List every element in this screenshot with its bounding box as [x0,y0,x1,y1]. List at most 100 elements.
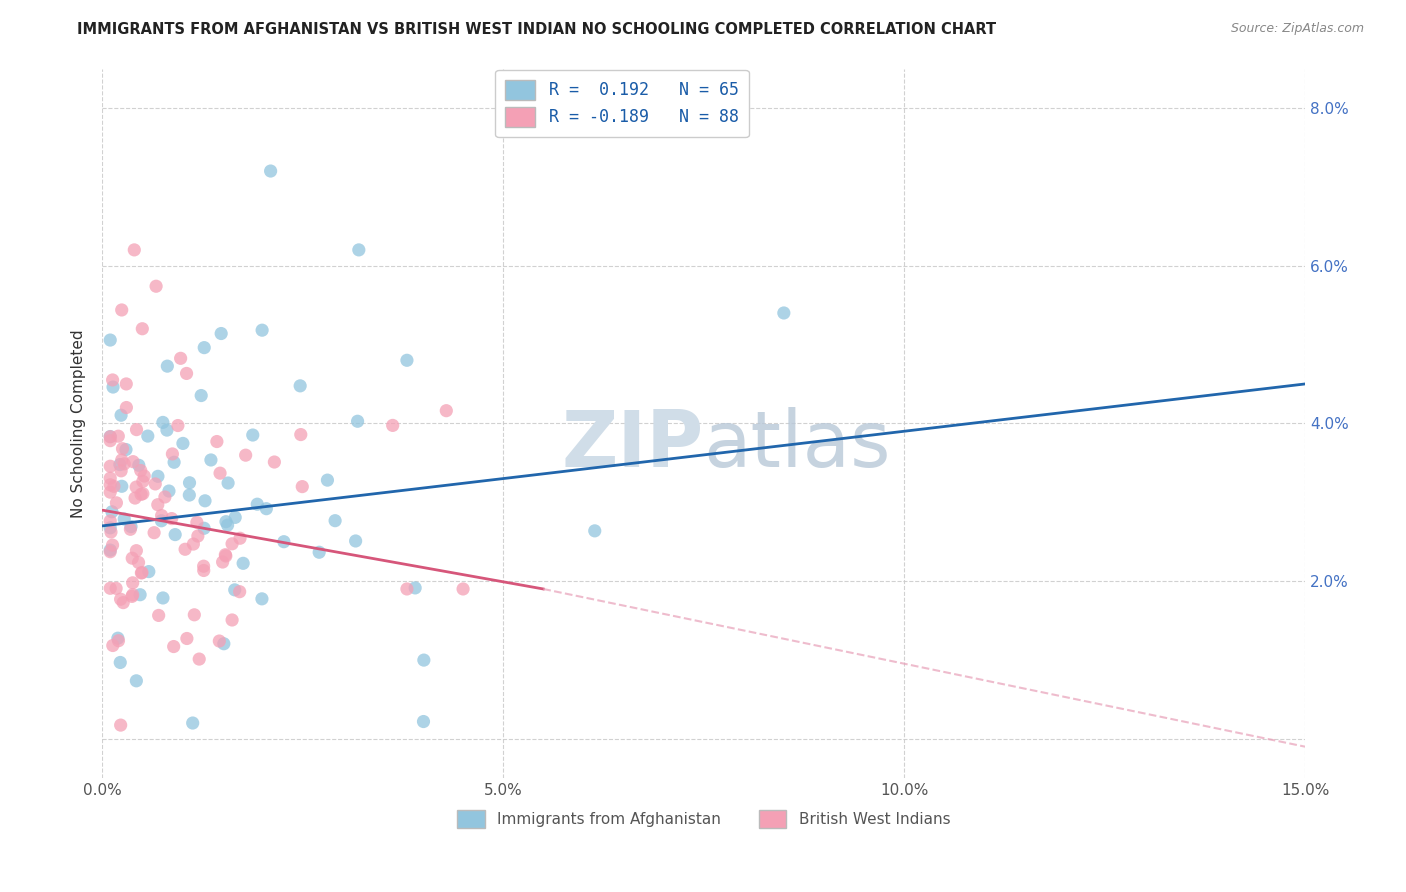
Point [101,505,124,519]
Point [194,493,217,508]
Point [381,418,404,433]
Point [181,716,204,731]
Point [98,478,121,492]
Point [205,434,228,449]
Point [186,516,208,530]
Point [254,501,277,516]
Point [193,521,215,535]
Point [101,373,124,387]
Point [215,515,238,529]
Point [229,531,252,545]
Point [242,428,264,442]
Point [162,447,184,461]
Point [174,542,197,557]
Point [211,555,233,569]
Point [395,582,418,596]
Point [110,592,132,607]
Text: IMMIGRANTS FROM AFGHANISTAN VS BRITISH WEST INDIAN NO SCHOOLING COMPLETED CORREL: IMMIGRANTS FROM AFGHANISTAN VS BRITISH W… [77,22,997,37]
Point [125,543,148,558]
Point [235,448,257,462]
Point [143,525,166,540]
Point [100,524,122,539]
Point [176,367,198,381]
Point [153,490,176,504]
Point [98,471,121,485]
Point [772,306,794,320]
Legend: Immigrants from Afghanistan, British West Indians: Immigrants from Afghanistan, British Wes… [451,804,956,834]
Point [105,582,128,596]
Point [209,466,232,480]
Point [98,459,121,474]
Point [98,514,121,528]
Point [193,341,215,355]
Point [346,414,368,428]
Point [246,497,269,511]
Point [111,479,134,493]
Point [163,640,186,654]
Point [224,510,246,524]
Point [110,718,132,732]
Point [217,475,239,490]
Point [145,279,167,293]
Y-axis label: No Schooling Completed: No Schooling Completed [72,329,86,517]
Point [434,403,457,417]
Point [187,529,209,543]
Point [250,591,273,606]
Point [404,581,426,595]
Text: atlas: atlas [703,407,891,483]
Point [263,455,285,469]
Point [98,434,121,448]
Point [131,566,153,580]
Point [124,491,146,505]
Point [101,380,124,394]
Point [128,458,150,473]
Point [288,379,311,393]
Point [131,322,153,336]
Text: ZIP: ZIP [561,407,703,483]
Point [115,442,138,457]
Point [156,359,179,373]
Point [451,582,474,596]
Point [290,427,312,442]
Point [138,565,160,579]
Point [110,656,132,670]
Point [129,487,152,501]
Point [101,538,124,552]
Text: Source: ZipAtlas.com: Source: ZipAtlas.com [1230,22,1364,36]
Point [156,423,179,437]
Point [120,519,142,533]
Point [125,480,148,494]
Point [172,436,194,450]
Point [152,416,174,430]
Point [129,463,152,477]
Point [232,557,254,571]
Point [193,559,215,574]
Point [323,514,346,528]
Point [125,673,148,688]
Point [115,401,138,415]
Point [157,483,180,498]
Point [98,521,121,535]
Point [347,243,370,257]
Point [150,514,173,528]
Point [163,455,186,469]
Point [165,527,187,541]
Point [188,652,211,666]
Point [209,326,232,341]
Point [98,582,121,596]
Point [105,496,128,510]
Point [103,479,125,493]
Point [110,464,132,478]
Point [291,480,314,494]
Point [98,429,121,443]
Point [160,511,183,525]
Point [101,639,124,653]
Point [212,637,235,651]
Point [146,469,169,483]
Point [131,566,153,580]
Point [200,453,222,467]
Point [169,351,191,366]
Point [107,631,129,645]
Point [316,473,339,487]
Point [250,323,273,337]
